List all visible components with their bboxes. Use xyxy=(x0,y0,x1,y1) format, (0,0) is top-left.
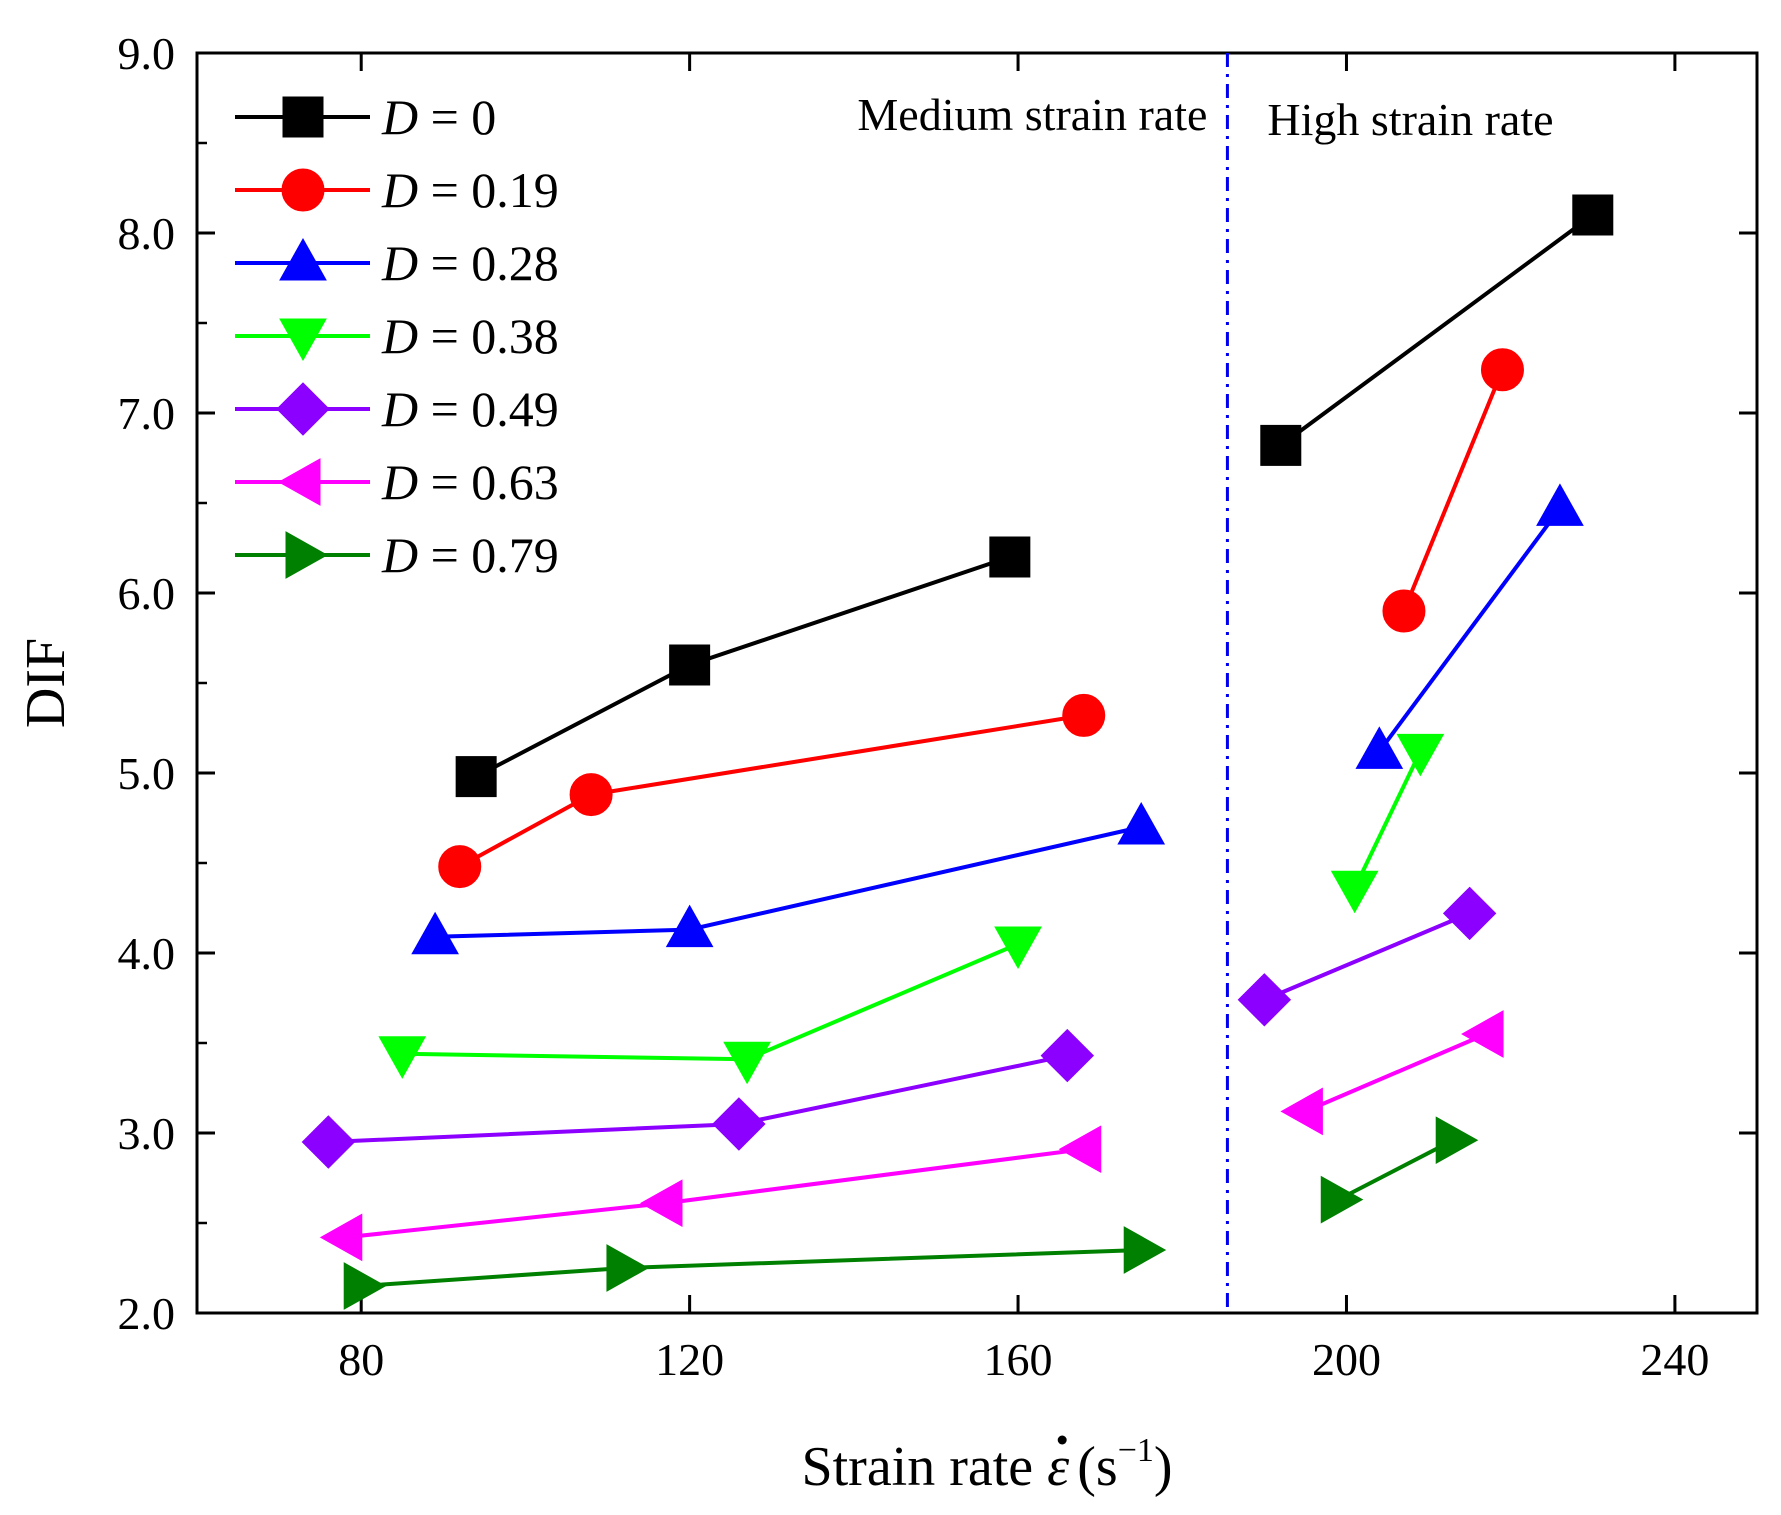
y-tick-label: 9.0 xyxy=(118,28,176,79)
data-point-triangle-left xyxy=(319,1213,363,1262)
data-point-circle xyxy=(1480,348,1524,392)
y-axis-title: DIF xyxy=(15,638,77,728)
region-label-high: High strain rate xyxy=(1267,94,1553,145)
legend-entry: D = 0.63 xyxy=(235,454,559,510)
series-triangle-up xyxy=(411,483,1584,955)
data-point-square xyxy=(1572,194,1614,236)
series-line xyxy=(1402,369,1505,612)
series-diamond xyxy=(301,886,1497,1169)
x-tick-label: 200 xyxy=(1312,1334,1381,1385)
data-point-triangle-down xyxy=(1330,870,1379,914)
series-line xyxy=(1304,1032,1487,1114)
series-line xyxy=(1263,911,1471,1002)
data-point-diamond xyxy=(301,1115,356,1169)
legend-marker-triangle-left xyxy=(277,458,321,506)
series-line xyxy=(435,825,1142,939)
legend-label: D = 0.63 xyxy=(381,454,559,510)
data-point-triangle-right xyxy=(343,1262,387,1310)
legend-label: D = 0.38 xyxy=(381,308,559,364)
legend-label: D = 0.19 xyxy=(381,162,559,218)
series-triangle-right xyxy=(343,1116,1479,1310)
series-line xyxy=(1279,213,1594,448)
data-point-triangle-down xyxy=(723,1041,771,1085)
data-point-circle xyxy=(1062,693,1106,737)
data-point-square xyxy=(1260,424,1302,466)
y-tick-label: 3.0 xyxy=(118,1108,176,1159)
y-tick-label: 2.0 xyxy=(118,1288,176,1339)
y-tick-label: 8.0 xyxy=(118,208,176,259)
data-point-triangle-down xyxy=(994,926,1042,970)
y-tick-label: 7.0 xyxy=(118,388,176,439)
series-line xyxy=(1377,507,1562,753)
data-point-triangle-right xyxy=(606,1244,649,1292)
data-point-triangle-up xyxy=(1355,726,1404,769)
y-tick-label: 5.0 xyxy=(118,748,176,799)
strain-rate-dot xyxy=(1057,1435,1067,1445)
x-tick-label: 160 xyxy=(984,1334,1053,1385)
data-point-triangle-left xyxy=(1461,1010,1504,1058)
series-square xyxy=(455,194,1614,798)
data-point-square xyxy=(455,756,497,798)
data-point-circle xyxy=(438,845,482,889)
legend-entry: D = 0.79 xyxy=(235,527,559,583)
legend-marker-triangle-up xyxy=(279,237,327,281)
legend-marker-triangle-down xyxy=(279,318,327,362)
legend-marker-circle xyxy=(281,168,325,212)
data-point-triangle-right xyxy=(1320,1175,1364,1224)
series-line xyxy=(1337,1138,1455,1202)
legend-entry: D = 0.28 xyxy=(235,235,559,291)
series-line xyxy=(344,1147,1084,1240)
data-point-diamond xyxy=(712,1097,766,1151)
data-point-diamond xyxy=(1040,1028,1095,1083)
series-circle xyxy=(438,348,1524,889)
series-triangle-down xyxy=(378,733,1445,1085)
legend-label: D = 0 xyxy=(381,89,496,145)
data-point-triangle-up xyxy=(1536,483,1584,526)
series-line xyxy=(361,1248,1142,1288)
x-tick-label: 240 xyxy=(1640,1334,1709,1385)
data-point-triangle-right xyxy=(1435,1116,1479,1165)
series-line xyxy=(1352,750,1423,890)
series-line xyxy=(402,942,1019,1062)
data-point-circle xyxy=(1382,589,1426,633)
strain-rate-symbol: ε xyxy=(1047,1436,1070,1498)
data-point-triangle-right xyxy=(1123,1226,1167,1274)
data-point-triangle-up xyxy=(411,911,459,955)
region-label-medium: Medium strain rate xyxy=(857,89,1207,140)
data-point-triangle-up xyxy=(1117,801,1166,845)
data-point-triangle-left xyxy=(1058,1125,1102,1174)
data-point-diamond xyxy=(1442,886,1497,941)
legend-marker-diamond xyxy=(276,382,330,436)
data-point-triangle-left xyxy=(1280,1087,1323,1136)
series-triangle-left xyxy=(319,1010,1504,1262)
series-line xyxy=(328,1053,1068,1144)
data-point-diamond xyxy=(1237,973,1292,1027)
y-tick-label: 6.0 xyxy=(118,568,176,619)
legend-entry: D = 0.38 xyxy=(235,308,559,364)
legend-label: D = 0.49 xyxy=(381,381,559,437)
data-point-square xyxy=(989,536,1031,578)
data-point-circle xyxy=(569,773,613,817)
data-point-triangle-down xyxy=(378,1036,427,1079)
data-point-triangle-left xyxy=(639,1179,683,1228)
data-point-square xyxy=(669,644,711,686)
y-tick-label: 4.0 xyxy=(118,928,176,979)
legend-entry: D = 0.49 xyxy=(235,381,559,437)
legend-entry: D = 0.19 xyxy=(235,162,559,218)
legend-label: D = 0.79 xyxy=(381,527,559,583)
legend-marker-square xyxy=(282,96,324,138)
legend-label: D = 0.28 xyxy=(381,235,559,291)
x-tick-label: 120 xyxy=(655,1334,724,1385)
series-line xyxy=(475,555,1011,779)
legend-marker-triangle-right xyxy=(285,531,329,579)
data-point-triangle-down xyxy=(1396,733,1445,777)
x-axis-title: Strain rate ε (s−1) xyxy=(801,1432,1172,1498)
legend-entry: D = 0 xyxy=(235,89,496,145)
x-tick-label: 80 xyxy=(338,1334,384,1385)
data-point-triangle-up xyxy=(665,904,714,948)
